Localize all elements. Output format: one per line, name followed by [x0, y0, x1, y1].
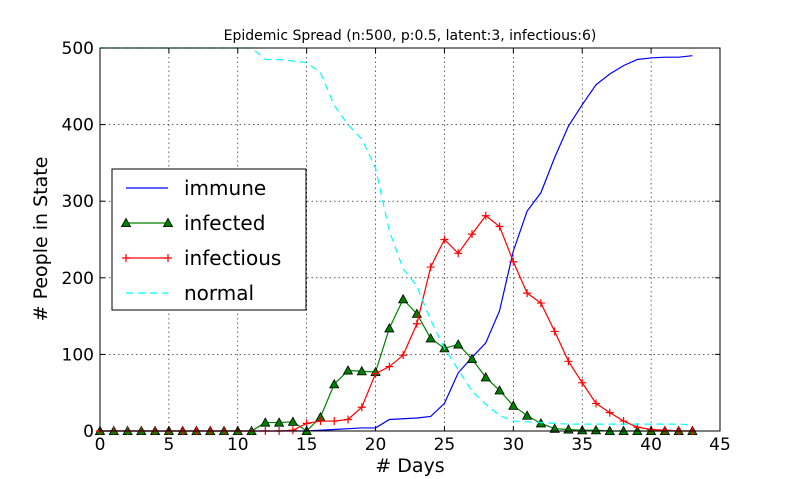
- x-tick-label: 45: [709, 435, 731, 455]
- data-point-infected: [521, 410, 533, 420]
- y-tick-label: 300: [62, 192, 94, 212]
- x-tick-label: 25: [434, 435, 456, 455]
- data-point-infectious: [495, 222, 504, 231]
- data-point-infected: [273, 417, 285, 427]
- legend-entry-normal: normal: [126, 281, 254, 305]
- data-point-infectious: [440, 235, 449, 244]
- data-point-infectious: [536, 299, 545, 308]
- data-point-infected: [508, 400, 519, 410]
- data-point-infected: [453, 339, 464, 349]
- data-point-infected: [425, 332, 436, 343]
- data-point-infectious: [454, 249, 463, 258]
- data-point-infectious: [330, 417, 339, 426]
- legend-frame: [111, 168, 307, 311]
- data-point-infected: [260, 417, 271, 427]
- grid-lines: [100, 48, 720, 431]
- data-point-infectious: [481, 211, 490, 220]
- data-point-infected: [384, 323, 395, 333]
- data-point-infected: [342, 365, 354, 375]
- legend-label: normal: [184, 281, 254, 305]
- data-point-infectious: [660, 426, 669, 435]
- data-point-infectious: [316, 417, 325, 426]
- plot-frame: [99, 47, 721, 432]
- x-tick-label: 10: [227, 435, 249, 455]
- data-point-infectious: [509, 257, 518, 266]
- chart-title: Epidemic Spread (n:500, p:0.5, latent:3,…: [224, 28, 597, 44]
- data-point-infectious: [468, 230, 476, 239]
- y-tick-label: 500: [62, 39, 94, 59]
- legend-label: infectious: [184, 246, 281, 270]
- data-point-infected: [287, 416, 299, 426]
- data-point-infected: [397, 293, 409, 304]
- legend-entry-immune: immune: [126, 176, 266, 200]
- y-axis-label: # People in State: [30, 157, 52, 322]
- data-point-infected: [466, 353, 478, 363]
- y-tick-label: 100: [62, 345, 94, 365]
- legend: immune infected infectious normal: [111, 168, 307, 311]
- series-line-infected: [100, 298, 693, 432]
- x-tick-label: 5: [163, 435, 174, 455]
- data-point-infectious: [523, 289, 532, 298]
- data-point-infectious: [550, 327, 559, 336]
- y-tick-label: 400: [62, 116, 94, 136]
- data-point-infectious: [564, 357, 573, 366]
- legend-marker: [162, 217, 174, 228]
- legend-marker: [164, 254, 172, 262]
- data-point-infected: [329, 378, 340, 389]
- data-point-infectious: [385, 362, 394, 371]
- data-point-infectious: [605, 408, 614, 417]
- data-point-infected: [590, 424, 602, 435]
- data-point-infectious: [371, 369, 380, 378]
- x-tick-label: 40: [640, 435, 662, 455]
- data-point-infected: [494, 385, 505, 395]
- data-point-infectious: [592, 399, 600, 408]
- data-point-infectious: [357, 403, 366, 412]
- y-tick-label: 0: [83, 422, 94, 442]
- data-point-infected: [549, 423, 560, 433]
- legend-entry-infected: infected: [120, 211, 265, 235]
- x-tick-label: 20: [365, 435, 387, 455]
- axis-ticks: 0 5 10 15 20 25 30 35 40 45 0 100 200 300 400 500: [62, 39, 731, 455]
- legend-label: immune: [184, 176, 266, 200]
- data-point-infectious: [399, 351, 408, 360]
- legend-marker: [122, 254, 130, 262]
- data-point-infected: [480, 372, 491, 382]
- data-point-infectious: [578, 378, 587, 387]
- legend-marker: [120, 217, 132, 228]
- series-infected: [94, 293, 698, 436]
- data-point-infectious: [344, 415, 352, 424]
- data-point-infectious: [426, 263, 435, 272]
- x-axis-label: # Days: [375, 455, 444, 477]
- x-tick-label: 35: [571, 435, 593, 455]
- x-tick-label: 0: [95, 435, 106, 455]
- data-point-infectious: [412, 319, 421, 328]
- y-tick-label: 200: [62, 269, 94, 289]
- x-tick-label: 15: [296, 435, 318, 455]
- data-point-infectious: [288, 426, 297, 435]
- legend-entry-infectious: infectious: [122, 246, 281, 270]
- x-tick-label: 30: [503, 435, 525, 455]
- data-point-infected: [356, 365, 367, 376]
- legend-label: infected: [184, 211, 265, 235]
